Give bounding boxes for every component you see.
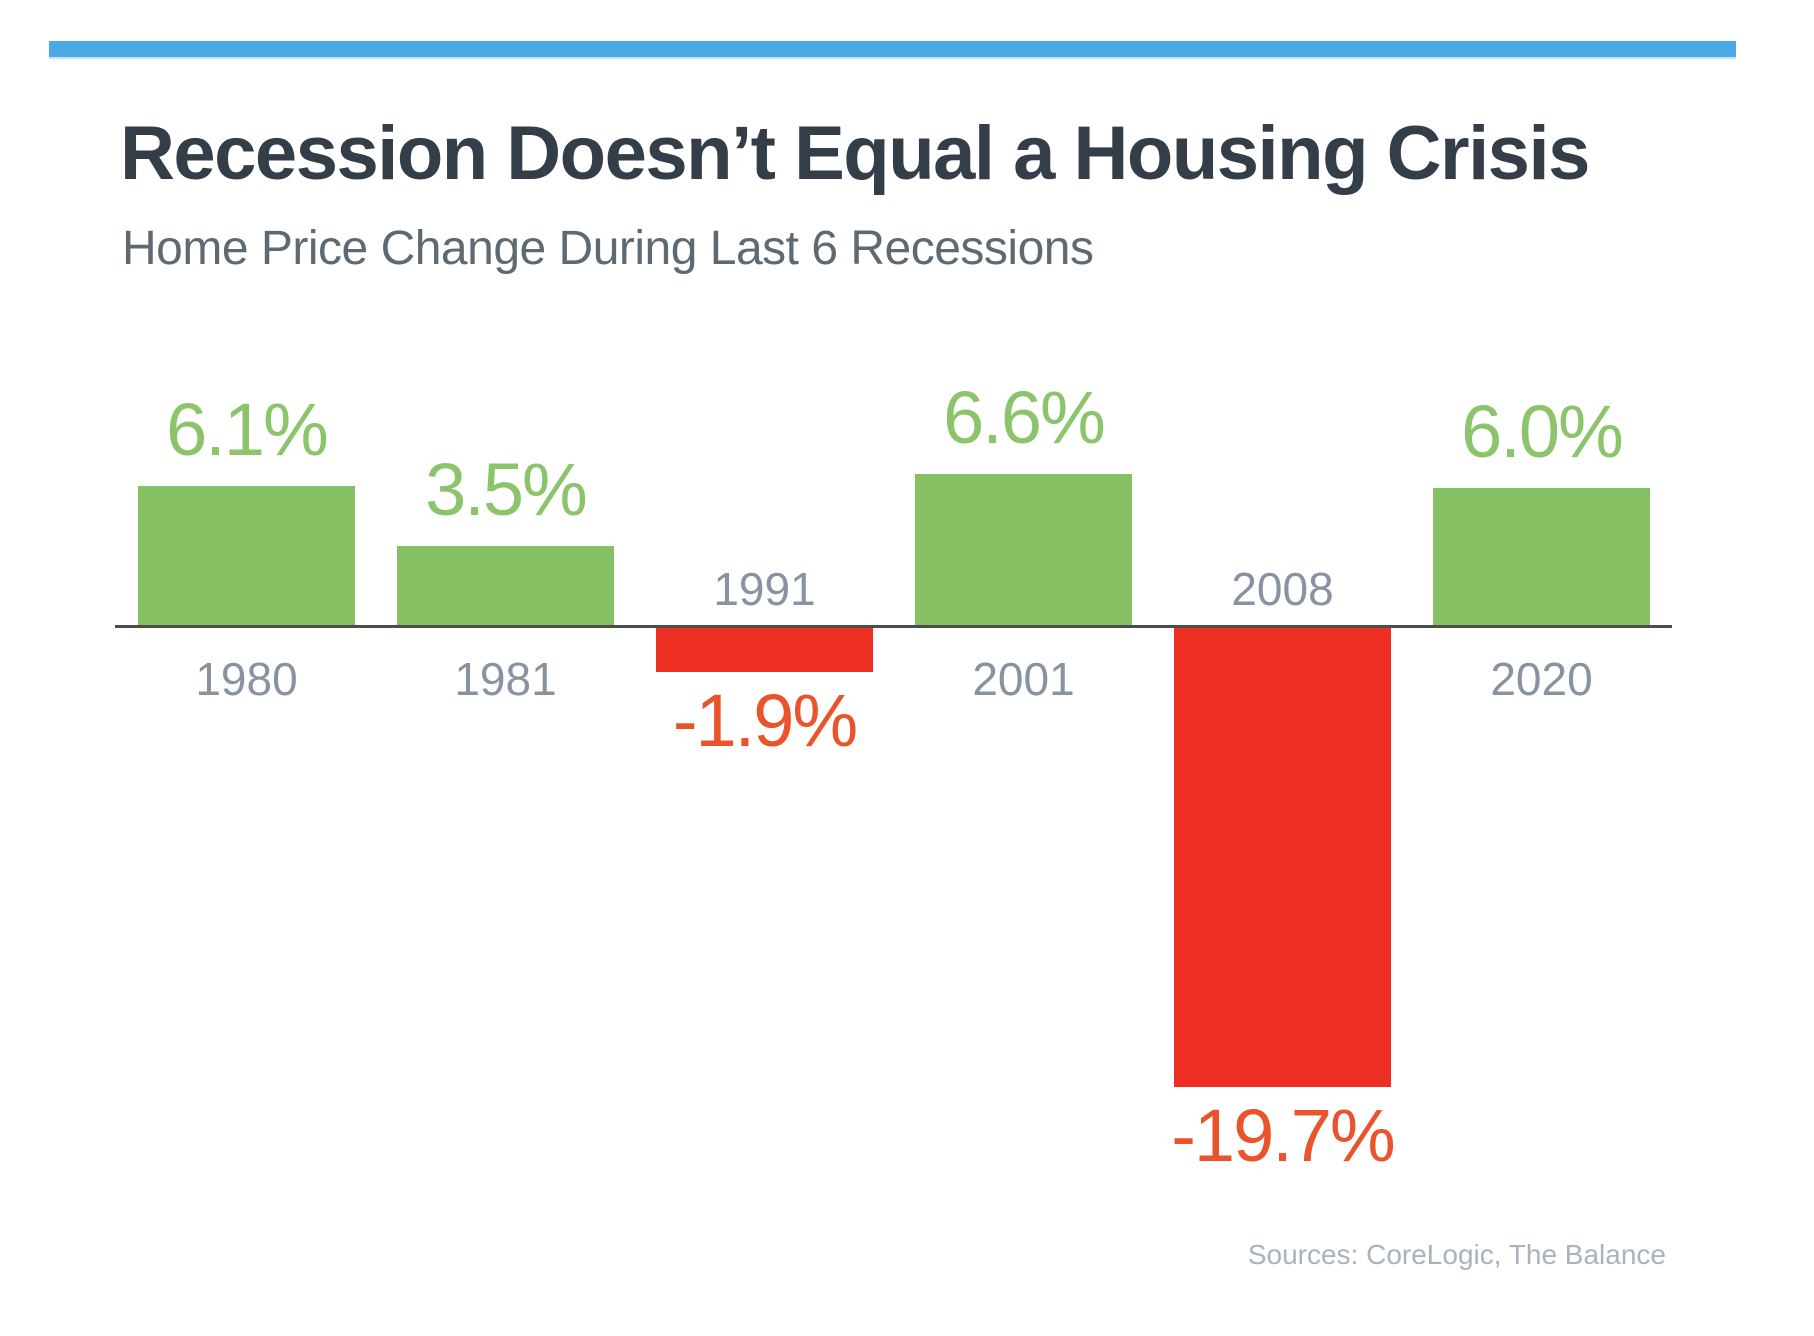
category-label-2008: 2008 <box>1231 563 1334 615</box>
category-label-2020: 2020 <box>1490 653 1593 705</box>
value-label-2020: 6.0% <box>1461 390 1624 473</box>
bar-2020 <box>1433 488 1650 628</box>
bar-1980 <box>138 486 355 628</box>
bar-2008 <box>1174 625 1391 1087</box>
value-label-2008: -19.7% <box>1171 1094 1395 1177</box>
bar-1981 <box>397 546 614 628</box>
category-label-1980: 1980 <box>195 653 298 705</box>
source-attribution: Sources: CoreLogic, The Balance <box>1247 1239 1666 1270</box>
value-label-2001: 6.6% <box>943 376 1106 459</box>
top-accent-bar <box>49 41 1736 59</box>
chart-title: Recession Doesn’t Equal a Housing Crisis <box>120 111 1590 196</box>
chart-subtitle: Home Price Change During Last 6 Recessio… <box>122 222 1094 275</box>
value-label-1980: 6.1% <box>166 388 329 471</box>
bar-1991 <box>656 625 873 672</box>
bar-2001 <box>915 474 1132 628</box>
category-label-2001: 2001 <box>972 653 1075 705</box>
x-axis-line <box>115 625 1672 628</box>
value-label-1991: -1.9% <box>672 679 858 762</box>
category-label-1991: 1991 <box>713 563 816 615</box>
value-label-1981: 3.5% <box>425 448 588 531</box>
category-label-1981: 1981 <box>454 653 557 705</box>
